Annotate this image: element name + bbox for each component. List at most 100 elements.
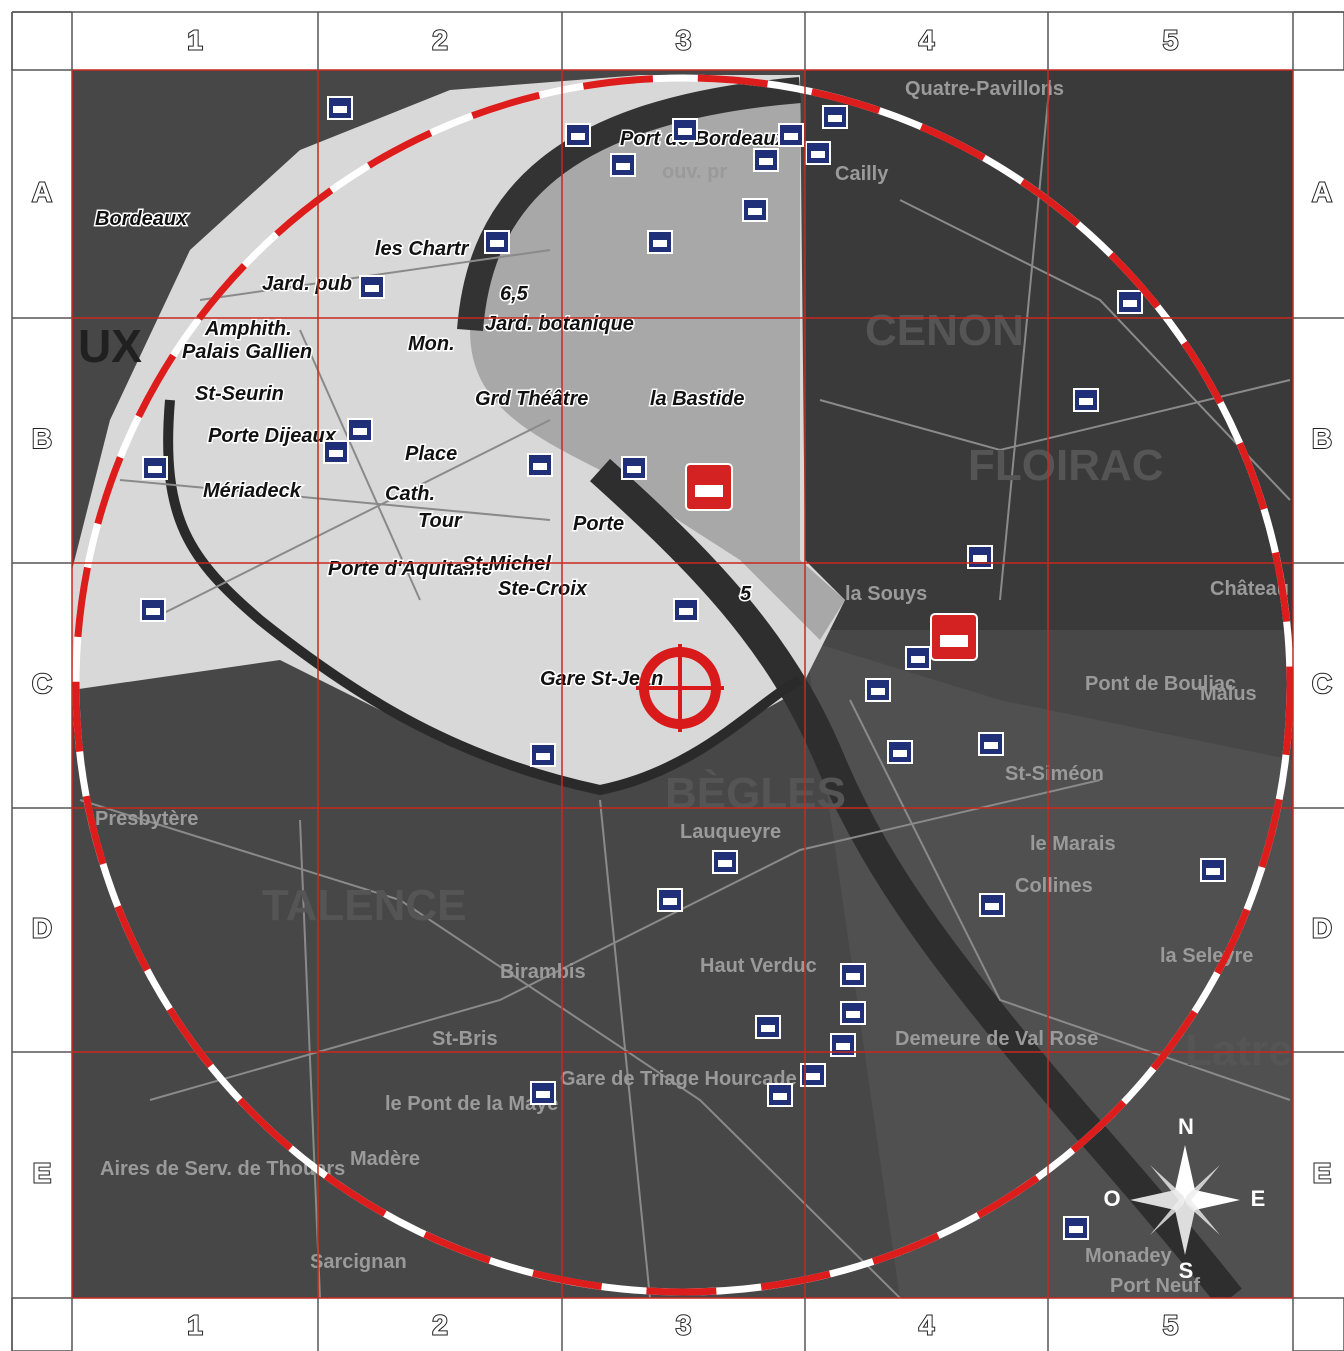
site-icon-glyph xyxy=(533,463,547,470)
site-icon-glyph xyxy=(846,973,860,980)
site-icon-glyph xyxy=(571,133,585,140)
column-label: 4 xyxy=(919,1309,935,1340)
map-label: Madère xyxy=(350,1148,420,1170)
map-label: Monadey xyxy=(1085,1245,1173,1267)
map-label: St-Siméon xyxy=(1005,763,1104,785)
map-label: Haut Verduc xyxy=(700,955,817,977)
site-icon-glyph xyxy=(679,608,693,615)
map-label: Grd Théâtre xyxy=(475,388,588,410)
map-label: Cailly xyxy=(835,163,889,185)
column-label: 5 xyxy=(1163,24,1179,55)
map-label: Aires de Serv. de Thouars xyxy=(100,1158,345,1180)
row-label: D xyxy=(32,912,52,943)
plain xyxy=(805,640,1293,1298)
map-label: Demeure de Val Rose xyxy=(895,1028,1098,1050)
map-label: Presbytère xyxy=(95,808,198,830)
site-icon-glyph xyxy=(616,163,630,170)
map-label: Place xyxy=(405,443,457,465)
site-icon-glyph xyxy=(759,158,773,165)
map-label: la Bastide xyxy=(650,388,744,410)
compass-label: S xyxy=(1179,1258,1194,1283)
compass-point xyxy=(1185,1190,1240,1210)
site-icon-glyph xyxy=(148,466,162,473)
map-label: Palais Gallien xyxy=(182,341,312,363)
ring-road xyxy=(163,399,803,796)
map-label: la Seleyre xyxy=(1160,945,1253,967)
dark-hills xyxy=(805,70,1293,630)
column-label: 1 xyxy=(187,1309,203,1340)
column-label: 3 xyxy=(676,24,692,55)
site-icon-glyph xyxy=(653,240,667,247)
map-label: Sarcignan xyxy=(310,1251,407,1273)
site-icon-glyph xyxy=(1079,398,1093,405)
map-label: Ste-Croix xyxy=(498,578,588,600)
map-label: 5 xyxy=(740,583,752,605)
column-label: 3 xyxy=(676,1309,692,1340)
map-label: Quatre-Pavillons xyxy=(905,78,1064,100)
site-icon-glyph xyxy=(836,1043,850,1050)
compass-label: E xyxy=(1251,1186,1266,1211)
map-label: Mériadeck xyxy=(203,480,302,502)
site-icon-glyph xyxy=(663,898,677,905)
row-label: C xyxy=(32,668,52,699)
map-label: la Souys xyxy=(845,583,927,605)
map-label: Collines xyxy=(1015,875,1093,897)
site-icon-glyph xyxy=(1206,868,1220,875)
map-label: Porte xyxy=(573,513,624,535)
map-label: Pont de Bouliac xyxy=(1085,673,1236,695)
site-icon-glyph xyxy=(536,1091,550,1098)
site-icon-glyph xyxy=(811,151,825,158)
site-icons xyxy=(72,74,1294,1296)
map-label: Amphith. xyxy=(204,318,292,340)
map-label: Port de Bordeaux xyxy=(620,128,788,150)
site-icon-glyph xyxy=(1069,1226,1083,1233)
map-labels: UX Bordeaux les Chartr Jard. pub Amphith… xyxy=(78,78,1344,1297)
site-icon-glyph xyxy=(828,115,842,122)
map-label: ouv. pr xyxy=(662,161,727,183)
header-bg xyxy=(12,12,1344,70)
map-label: St-Michel xyxy=(462,553,551,575)
site-icon-glyph xyxy=(365,285,379,292)
map-label: Mon. xyxy=(408,333,455,355)
garonne xyxy=(457,77,802,332)
site-icon-glyph xyxy=(490,240,504,247)
row-label: E xyxy=(1313,1157,1332,1188)
site-icon-glyph xyxy=(329,450,343,457)
row-label: E xyxy=(33,1157,52,1188)
row-label: C xyxy=(1312,668,1332,699)
site-icon-glyph xyxy=(1123,300,1137,307)
site-icon-glyph xyxy=(784,133,798,140)
map-label: Tour xyxy=(418,510,463,532)
map-label: CENON xyxy=(865,306,1024,355)
site-icon-glyph xyxy=(536,753,550,760)
column-label: 4 xyxy=(919,24,935,55)
map-label: UX xyxy=(78,320,142,372)
site-icon-glyph xyxy=(973,555,987,562)
site-icon-glyph xyxy=(748,208,762,215)
row-label: B xyxy=(1312,423,1332,454)
map-label: BÈGLES xyxy=(665,768,846,818)
row-label: D xyxy=(1312,912,1332,943)
map-label: le Marais xyxy=(1030,833,1116,855)
site-icon-glyph xyxy=(985,903,999,910)
map-label: 6,5 xyxy=(500,283,529,305)
site-icon-glyph xyxy=(806,1073,820,1080)
row-label: A xyxy=(1312,176,1332,207)
map-label: Porte Dijeaux xyxy=(208,425,337,447)
header-bg xyxy=(1293,70,1344,1298)
streets xyxy=(79,79,1291,1298)
compass-point xyxy=(1150,1165,1220,1235)
map-label: Gare de Triage Hourcade xyxy=(560,1068,797,1090)
site-icon-glyph xyxy=(846,1011,860,1018)
compass-rose: N E S O xyxy=(1103,1114,1265,1283)
grid-frame: 1 1 2 2 3 3 4 4 5 5 A A B B C C D D E E xyxy=(11,11,1344,1351)
map-label: St-Bris xyxy=(432,1028,498,1050)
column-label: 2 xyxy=(432,1309,448,1340)
row-label: A xyxy=(32,176,52,207)
site-icon-glyph xyxy=(627,466,641,473)
map-label: le Pont de la Maye xyxy=(385,1093,558,1115)
header-bg xyxy=(12,1298,1344,1351)
river xyxy=(589,458,1242,1298)
map-label: Jard. botanique xyxy=(485,313,634,335)
